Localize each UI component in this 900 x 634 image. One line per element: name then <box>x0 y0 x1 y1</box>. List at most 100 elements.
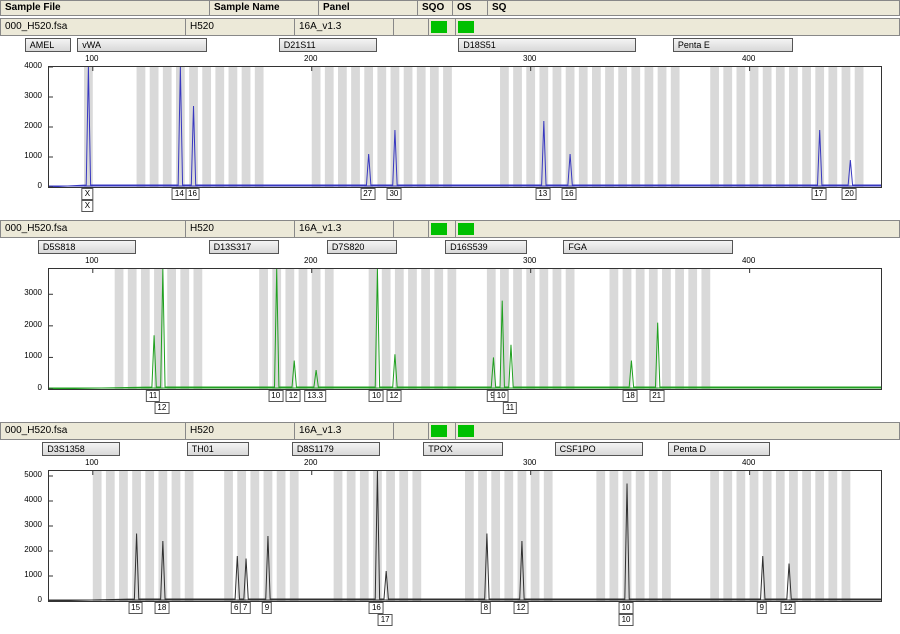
col-os: OS <box>453 1 488 15</box>
allele-call[interactable]: 17 <box>811 188 826 200</box>
allele-call[interactable]: 27 <box>360 188 375 200</box>
y-tick-label: 5000 <box>24 470 42 479</box>
x-tick-label: 400 <box>742 458 755 467</box>
sqo-cell <box>394 423 429 439</box>
allele-call[interactable]: 9 <box>262 602 272 614</box>
y-tick-label: 0 <box>38 181 42 190</box>
allele-call[interactable]: 10 <box>369 390 384 402</box>
allele-call-row: 151867916178121010912 <box>48 602 892 628</box>
allele-call[interactable]: 12 <box>286 390 301 402</box>
allele-call[interactable]: 20 <box>842 188 857 200</box>
y-tick-label: 0 <box>38 595 42 604</box>
allele-call[interactable]: 10 <box>619 602 634 614</box>
sample-file: 000_H520.fsa <box>1 423 186 439</box>
x-tick-label: 100 <box>85 54 98 63</box>
allele-call[interactable]: 10 <box>494 390 509 402</box>
marker-label[interactable]: Penta E <box>673 38 793 52</box>
allele-call[interactable]: 13 <box>535 188 550 200</box>
y-axis-labels: 01000200030004000 <box>8 66 44 186</box>
allele-call[interactable]: 12 <box>513 602 528 614</box>
sample-name: H520 <box>186 221 295 237</box>
os-cell <box>429 19 456 35</box>
allele-call[interactable]: 16 <box>562 188 577 200</box>
y-tick-label: 0 <box>38 383 42 392</box>
marker-label[interactable]: TPOX <box>423 442 503 456</box>
marker-label[interactable]: D3S1358 <box>42 442 120 456</box>
allele-call[interactable]: X <box>82 200 93 212</box>
allele-call[interactable]: 15 <box>128 602 143 614</box>
allele-call[interactable]: 16 <box>369 602 384 614</box>
sq-cell <box>456 423 482 439</box>
y-tick-label: 3000 <box>24 288 42 297</box>
marker-label[interactable]: D8S1179 <box>292 442 380 456</box>
allele-call[interactable]: 10 <box>619 614 634 626</box>
col-sqo: SQO <box>418 1 453 15</box>
electropherogram-plot[interactable] <box>48 470 882 602</box>
y-axis-labels: 010002000300040005000 <box>8 470 44 600</box>
electropherogram-panel: 000_H520.fsaH52016A_v1.3 AMEL vWA D21S11 D18… <box>0 18 900 214</box>
y-tick-label: 4000 <box>24 61 42 70</box>
y-tick-label: 2000 <box>24 545 42 554</box>
marker-label[interactable]: D13S317 <box>209 240 279 254</box>
col-sample-name: Sample Name <box>210 1 319 15</box>
status-indicator-icon <box>458 21 474 33</box>
sample-name: H520 <box>186 19 295 35</box>
allele-call[interactable]: 16 <box>185 188 200 200</box>
x-tick-label: 100 <box>85 458 98 467</box>
status-indicator-icon <box>458 223 474 235</box>
allele-call[interactable]: 21 <box>649 390 664 402</box>
allele-call[interactable]: 13.3 <box>304 390 326 402</box>
allele-call[interactable]: 12 <box>154 402 169 414</box>
allele-call[interactable]: 30 <box>386 188 401 200</box>
x-tick-label: 300 <box>523 256 536 265</box>
x-tick-label: 300 <box>523 458 536 467</box>
sample-file: 000_H520.fsa <box>1 19 186 35</box>
allele-call[interactable]: X <box>82 188 93 200</box>
os-cell <box>429 221 456 237</box>
allele-call[interactable]: 18 <box>154 602 169 614</box>
os-cell <box>429 423 456 439</box>
allele-call[interactable]: 12 <box>386 390 401 402</box>
marker-label[interactable]: D16S539 <box>445 240 527 254</box>
status-indicator-icon <box>431 223 447 235</box>
panel-name: 16A_v1.3 <box>295 19 394 35</box>
y-tick-label: 2000 <box>24 121 42 130</box>
marker-label[interactable]: CSF1PO <box>555 442 643 456</box>
y-tick-label: 2000 <box>24 320 42 329</box>
marker-row: D3S1358 TH01 D8S1179 TPOX CSF1PO Penta D <box>0 440 900 458</box>
allele-call[interactable]: 18 <box>623 390 638 402</box>
x-tick-label: 100 <box>85 256 98 265</box>
marker-label[interactable]: D5S818 <box>38 240 136 254</box>
chart-area: 10020030040001000200030001112101213.3101… <box>0 256 900 416</box>
marker-label[interactable]: vWA <box>77 38 207 52</box>
marker-row: AMEL vWA D21S11 D18S51 Penta E <box>0 36 900 54</box>
allele-call[interactable]: 17 <box>378 614 393 626</box>
marker-label[interactable]: FGA <box>563 240 733 254</box>
allele-call[interactable]: 9 <box>757 602 767 614</box>
marker-label[interactable]: D7S820 <box>327 240 397 254</box>
allele-call[interactable]: 12 <box>781 602 796 614</box>
allele-call[interactable]: 8 <box>481 602 491 614</box>
status-indicator-icon <box>431 425 447 437</box>
electropherogram-plot[interactable] <box>48 66 882 188</box>
sqo-cell <box>394 221 429 237</box>
allele-call[interactable]: 11 <box>146 390 160 402</box>
y-tick-label: 4000 <box>24 495 42 504</box>
allele-call[interactable]: 11 <box>503 402 517 414</box>
allele-call-row: 1112101213.31012910111821 <box>48 390 892 416</box>
marker-label[interactable]: AMEL <box>25 38 71 52</box>
allele-call[interactable]: 10 <box>268 390 283 402</box>
x-tick-label: 200 <box>304 256 317 265</box>
x-axis-ticks: 100200300400 <box>48 256 892 268</box>
marker-label[interactable]: D21S11 <box>279 38 377 52</box>
marker-row: D5S818 D13S317 D7S820 D16S539 FGA <box>0 238 900 256</box>
marker-label[interactable]: Penta D <box>668 442 770 456</box>
marker-label[interactable]: D18S51 <box>458 38 636 52</box>
electropherogram-panel: 000_H520.fsaH52016A_v1.3D3S1358TH01D8S11… <box>0 422 900 628</box>
electropherogram-plot[interactable] <box>48 268 882 390</box>
panel-name: 16A_v1.3 <box>295 423 394 439</box>
y-tick-label: 1000 <box>24 351 42 360</box>
status-indicator-icon <box>458 425 474 437</box>
marker-label[interactable]: TH01 <box>187 442 249 456</box>
allele-call[interactable]: 7 <box>240 602 250 614</box>
